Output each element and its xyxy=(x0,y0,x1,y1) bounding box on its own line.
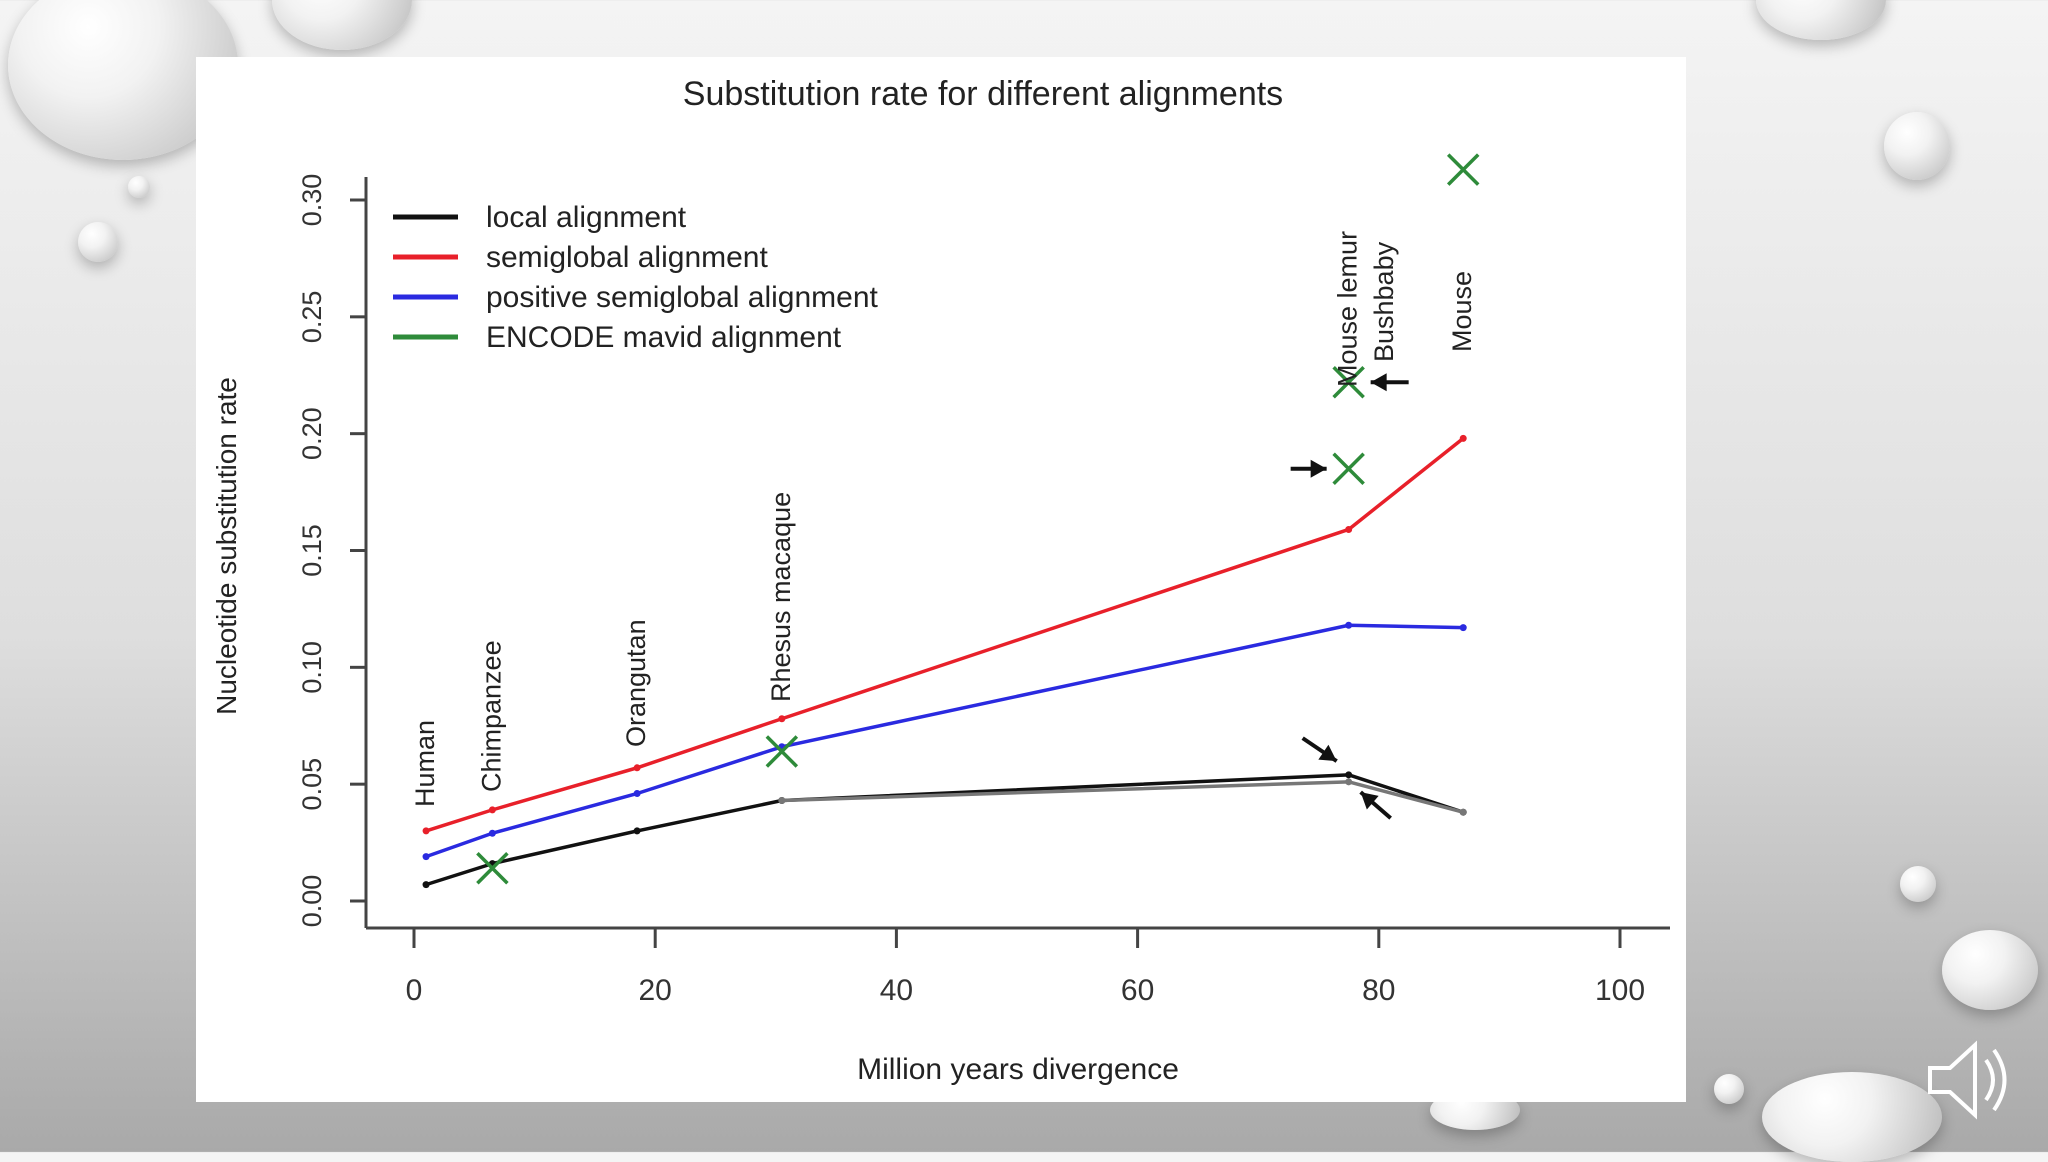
y-axis-label: Nucleotide substitution rate xyxy=(211,377,242,715)
data-point xyxy=(1345,778,1353,786)
chart-figure: Substitution rate for different alignmen… xyxy=(196,57,1686,1102)
species-label: Rhesus macaque xyxy=(766,492,796,702)
y-tick-label: 0.15 xyxy=(297,524,327,577)
species-label: Chimpanzee xyxy=(476,640,506,792)
data-point xyxy=(422,853,430,861)
mavid-x-marker xyxy=(765,735,799,768)
legend-label: local alignment xyxy=(486,201,687,234)
y-tick-label: 0.10 xyxy=(297,641,327,694)
y-tick-label: 0.05 xyxy=(297,758,327,811)
annotation-arrow-head xyxy=(1360,792,1379,810)
y-tick-label: 0.00 xyxy=(297,875,327,928)
data-point xyxy=(422,881,430,889)
series-line-3 xyxy=(425,623,1464,859)
data-point xyxy=(422,827,430,835)
data-point xyxy=(1459,624,1467,632)
water-drop xyxy=(272,0,412,50)
series-line-0 xyxy=(425,773,1464,887)
mavid-x-marker xyxy=(476,852,509,885)
x-tick-label: 60 xyxy=(1121,974,1154,1007)
y-tick-label: 0.30 xyxy=(297,174,327,227)
water-drop xyxy=(128,176,150,198)
x-tick-label: 40 xyxy=(880,974,913,1007)
legend: local alignment semiglobal alignment posit… xyxy=(393,201,879,354)
x-tick-label: 0 xyxy=(406,974,423,1007)
data-point xyxy=(488,806,496,814)
data-point xyxy=(1345,525,1353,533)
species-label: Human xyxy=(410,720,440,807)
axes: 0.00 0.05 0.10 0.15 0.20 0.25 0.30 0 20 40 60 80 100 xyxy=(297,174,1670,1007)
data-point xyxy=(633,764,641,772)
species-labels: Human Chimpanzee Orangutan Rhesus macaque Mo… xyxy=(410,231,1477,807)
series-line-2 xyxy=(425,436,1465,833)
legend-label: semiglobal alignment xyxy=(486,241,768,274)
chart-title: Substitution rate for different alignmen… xyxy=(683,75,1283,113)
legend-label: ENCODE mavid alignment xyxy=(486,321,842,354)
data-point xyxy=(1459,808,1467,816)
y-tick-label: 0.20 xyxy=(297,407,327,460)
mavid-x-marker xyxy=(1332,452,1365,485)
annotation-arrow-head xyxy=(1310,459,1327,478)
legend-label: positive semiglobal alignment xyxy=(486,281,879,314)
x-tick-label: 80 xyxy=(1362,974,1395,1007)
x-axis-label: Million years divergence xyxy=(857,1053,1179,1086)
x-tick-label: 100 xyxy=(1595,974,1645,1007)
annotation-arrow-head xyxy=(1370,373,1387,392)
species-label: Mouse xyxy=(1447,271,1477,352)
data-point xyxy=(1345,771,1353,779)
water-drop xyxy=(1762,1072,1942,1162)
data-point xyxy=(778,715,786,723)
water-drop xyxy=(1884,112,1950,180)
data-point xyxy=(633,790,641,798)
species-label: Orangutan xyxy=(621,619,651,747)
water-drop xyxy=(1714,1074,1744,1104)
water-drop xyxy=(1756,0,1886,40)
mavid-x-marker xyxy=(1332,366,1365,399)
plot-series xyxy=(422,153,1480,889)
data-point xyxy=(633,827,641,835)
mavid-x-marker xyxy=(1446,153,1480,186)
water-drop xyxy=(78,222,118,262)
species-label: Mouse lemur xyxy=(1333,231,1363,387)
data-point xyxy=(1459,434,1467,442)
x-tick-label: 20 xyxy=(639,974,672,1007)
y-tick-label: 0.25 xyxy=(297,291,327,344)
water-drop xyxy=(1942,930,2038,1010)
data-point xyxy=(1345,621,1353,629)
line-chart: Substitution rate for different alignmen… xyxy=(211,75,1670,1086)
speaker-icon[interactable] xyxy=(1920,1030,2020,1130)
species-label: Bushbaby xyxy=(1369,241,1399,362)
water-drop xyxy=(1900,866,1936,902)
annotation-arrow-head xyxy=(1318,744,1337,762)
data-point xyxy=(488,829,496,837)
data-point xyxy=(778,797,786,805)
